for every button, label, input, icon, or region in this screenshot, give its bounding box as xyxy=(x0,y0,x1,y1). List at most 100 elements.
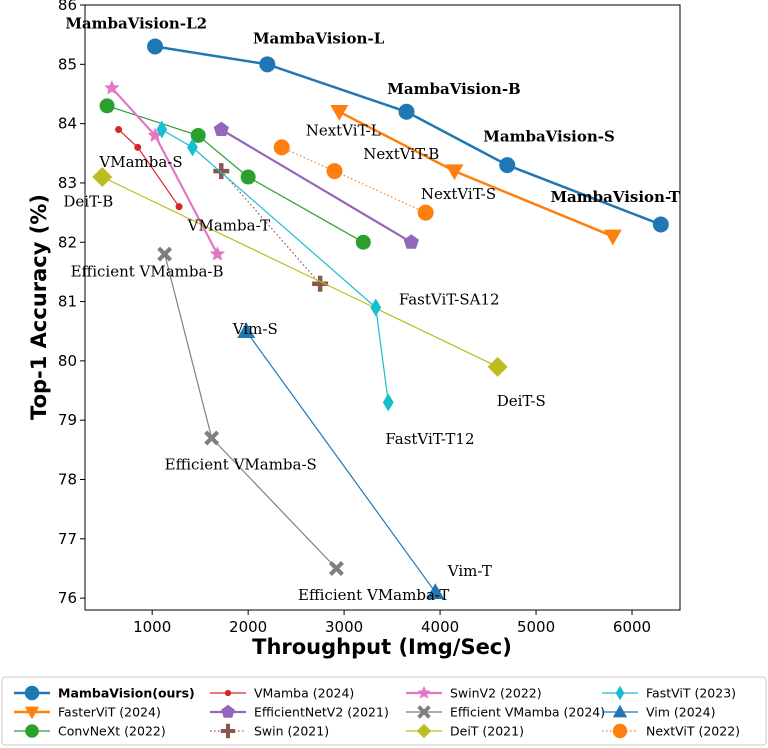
legend-label: Swin (2021) xyxy=(254,724,329,739)
data-point xyxy=(487,356,508,377)
legend-item-vim-2024: Vim (2024) xyxy=(602,705,715,720)
axes: 1000 2000 3000 4000 5000 6000 76 77 78 79 80 81 82 83… xyxy=(58,0,651,636)
annotation-fastvit-t12: FastViT-T12 xyxy=(385,430,474,448)
y-tick-label: 76 xyxy=(58,589,77,607)
legend-marker xyxy=(220,723,236,739)
y-tick-label: 82 xyxy=(58,233,77,251)
y-tick-label: 80 xyxy=(58,352,77,370)
y-tick-label: 86 xyxy=(58,0,77,14)
legend-label: DeiT (2021) xyxy=(450,724,524,739)
annotation-nextvit-b: NextViT-B xyxy=(363,145,439,163)
legend-label: FastViT (2023) xyxy=(646,686,736,701)
x-tick-label: 2000 xyxy=(229,618,267,636)
annotation-deit-b: DeiT-B xyxy=(63,193,113,211)
data-point-stroke-b xyxy=(157,246,173,262)
data-point xyxy=(499,157,516,174)
legend-marker xyxy=(24,706,40,720)
legend-label: Efficient VMamba (2024) xyxy=(450,705,605,720)
series-line xyxy=(106,105,364,243)
series-swin-2021 xyxy=(213,163,329,292)
legend-item-swin-2021: Swin (2021) xyxy=(210,724,329,739)
data-point xyxy=(240,169,256,185)
x-tick-label: 1000 xyxy=(133,618,171,636)
x-tick-label: 3000 xyxy=(325,618,363,636)
legend-item-efficientnetv2-2021: EfficientNetV2 (2021) xyxy=(210,705,389,720)
legend-item-efficient-vmamba-2024: Efficient VMamba (2024) xyxy=(406,705,605,720)
legend-item-vmamba-2024: VMamba (2024) xyxy=(210,686,354,701)
annotations: MambaVision-L2 MambaVision-L MambaVision-B… xyxy=(63,15,680,604)
data-point xyxy=(190,127,206,143)
series-line xyxy=(164,253,337,569)
data-point xyxy=(382,393,394,412)
series-line xyxy=(281,146,426,214)
data-point xyxy=(370,298,382,317)
data-point xyxy=(355,234,371,250)
series-convnext-2022 xyxy=(99,98,371,250)
data-point xyxy=(204,430,220,446)
series-deit-2021 xyxy=(92,167,508,377)
annotation-deit-s: DeiT-S xyxy=(497,392,546,410)
annotation-vim-t: Vim-T xyxy=(447,562,492,580)
x-tick-label: 6000 xyxy=(613,618,651,636)
legend-item-deit-2021: DeiT (2021) xyxy=(406,724,524,739)
data-point-stroke-b xyxy=(328,561,344,576)
legend-marker xyxy=(612,723,628,739)
series-mambavision-ours xyxy=(147,38,669,233)
plot-frame xyxy=(84,4,681,611)
data-point xyxy=(92,167,113,188)
series-fastvit-2023 xyxy=(156,120,394,412)
legend-label: SwinV2 (2022) xyxy=(450,686,542,701)
data-point xyxy=(326,163,343,180)
legend-item-fastervit-2024: FasterViT (2024) xyxy=(14,705,161,720)
y-tick-label: 84 xyxy=(58,115,77,133)
series-line xyxy=(220,128,412,244)
series-nextvit-2022 xyxy=(273,139,434,221)
data-point xyxy=(426,583,445,599)
annotation-mambavision-t: MambaVision-T xyxy=(550,188,680,206)
legend-item-mambavision-ours: MambaVision(ours) xyxy=(14,686,195,701)
data-point xyxy=(328,561,344,576)
y-tick-label: 83 xyxy=(58,174,77,192)
annotation-nextvit-l: NextViT-L xyxy=(306,121,381,139)
data-point xyxy=(147,38,164,55)
legend-marker xyxy=(416,723,432,739)
legend-marker xyxy=(615,685,625,701)
data-point xyxy=(99,98,115,114)
data-point xyxy=(213,121,229,136)
series-fastervit-2024 xyxy=(330,105,622,246)
data-point xyxy=(213,163,230,180)
annotation-efficient-vmamba-b: Efficient VMamba-B xyxy=(71,263,224,281)
data-point xyxy=(398,103,415,120)
annotation-nextvit-s: NextViT-S xyxy=(421,185,496,203)
legend: MambaVision(ours) FasterViT (2024) ConvNeX… xyxy=(1,676,767,746)
data-point xyxy=(115,126,123,134)
data-point xyxy=(417,204,434,221)
legend-item-swinv2-2022: SwinV2 (2022) xyxy=(406,686,542,701)
legend-marker xyxy=(221,704,235,718)
data-point-stroke-b xyxy=(204,430,220,446)
annotation-vmamba-s: VMamba-S xyxy=(98,153,182,171)
series-efficient-vmamba-2024 xyxy=(157,246,344,576)
series-swinv2-2022 xyxy=(104,80,225,261)
legend-label: NextViT (2022) xyxy=(646,724,740,739)
annotation-mambavision-b: MambaVision-B xyxy=(387,80,520,98)
data-point xyxy=(134,143,142,151)
series-line xyxy=(245,330,436,593)
data-point xyxy=(330,105,349,121)
series-line xyxy=(102,176,498,368)
annotation-vim-s: Vim-S xyxy=(232,320,278,338)
legend-label: MambaVision(ours) xyxy=(58,686,195,701)
series-line xyxy=(220,170,321,285)
legend-label: VMamba (2024) xyxy=(254,686,354,701)
legend-marker xyxy=(612,704,628,718)
series-vim-2024 xyxy=(237,322,445,599)
legend-marker xyxy=(224,689,232,697)
annotation-mambavision-s: MambaVision-S xyxy=(483,127,615,145)
data-point xyxy=(156,120,168,139)
data-point xyxy=(209,246,225,261)
annotation-efficient-vmamba-s: Efficient VMamba-S xyxy=(165,455,317,473)
y-tick-label: 77 xyxy=(58,530,77,548)
annotation-mambavision-l: MambaVision-L xyxy=(253,30,385,48)
legend-frame xyxy=(1,676,767,746)
annotation-vmamba-t: VMamba-T xyxy=(187,216,270,234)
